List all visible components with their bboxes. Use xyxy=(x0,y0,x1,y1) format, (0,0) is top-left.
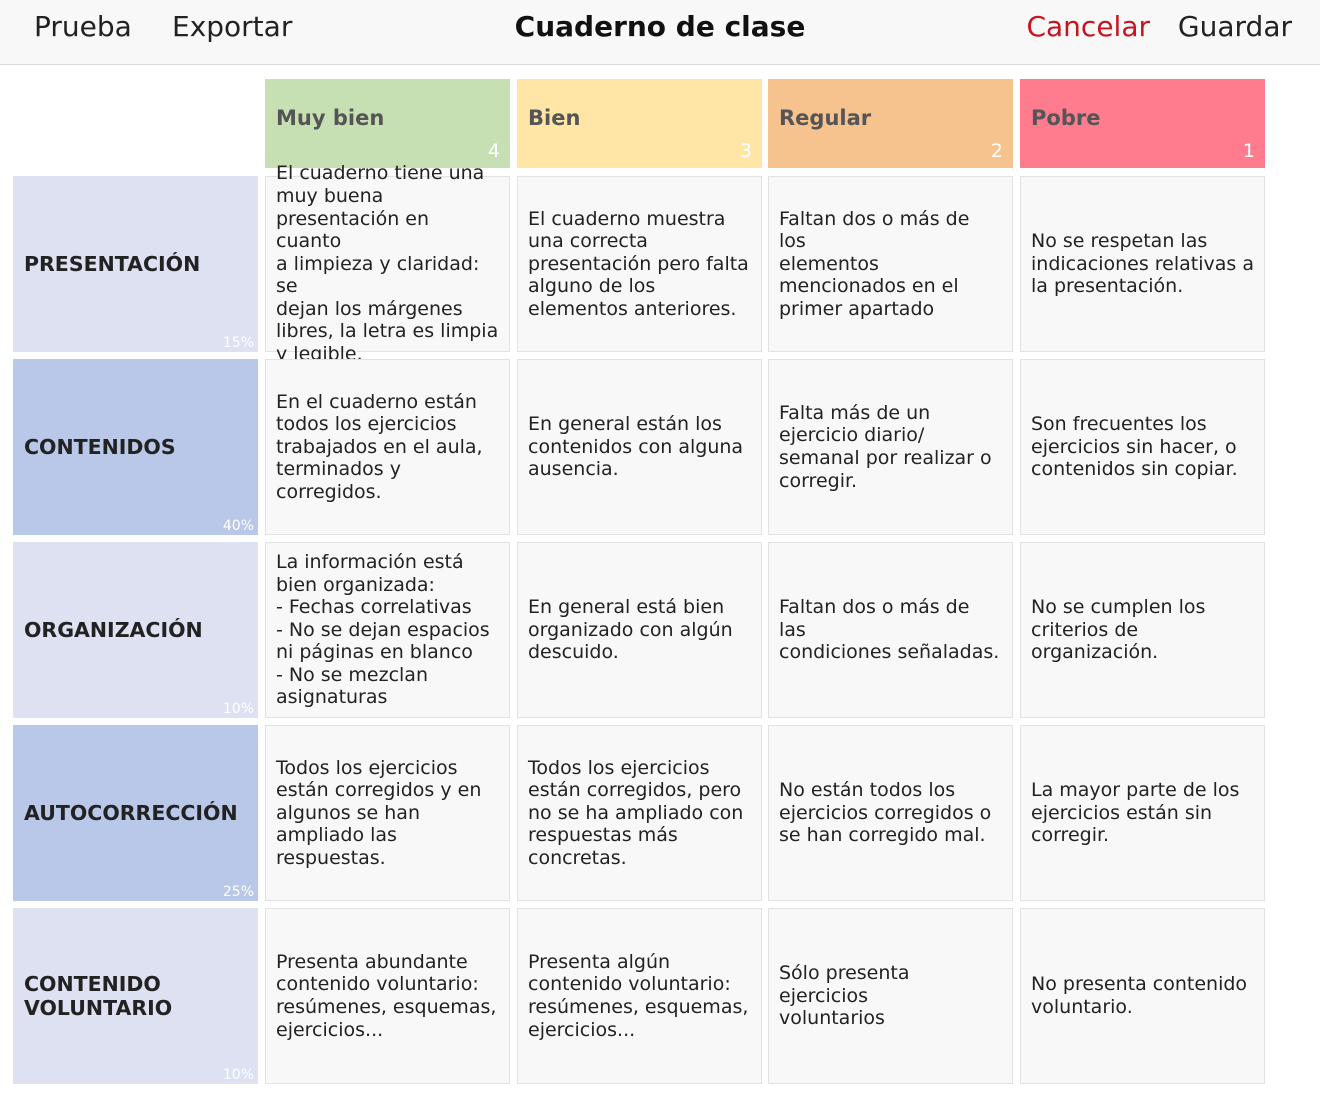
descriptor-cell[interactable]: No se respetan las indicaciones relativa… xyxy=(1020,176,1265,352)
criterion-weight: 25% xyxy=(222,884,254,900)
descriptor-cell[interactable]: Faltan dos o más de las condiciones seña… xyxy=(768,542,1013,718)
descriptor-text: Presenta abundante contenido voluntario:… xyxy=(276,950,497,1041)
criterion-name: CONTENIDOS xyxy=(24,435,176,459)
descriptor-text: Faltan dos o más de las condiciones seña… xyxy=(779,596,1000,664)
criterion-header[interactable]: CONTENIDOS 40% xyxy=(13,359,258,535)
descriptor-cell[interactable]: Presenta abundante contenido voluntario:… xyxy=(265,908,510,1084)
descriptor-cell[interactable]: No presenta contenido voluntario. xyxy=(1020,908,1265,1084)
descriptor-cell[interactable]: No se cumplen los criterios de organizac… xyxy=(1020,542,1265,718)
criterion-header[interactable]: PRESENTACIÓN 15% xyxy=(13,176,258,352)
criterion-header[interactable]: ORGANIZACIÓN 10% xyxy=(13,542,258,718)
descriptor-text: La mayor parte de los ejercicios están s… xyxy=(1031,779,1240,847)
descriptor-text: En general está bien organizado con algú… xyxy=(528,596,733,664)
criterion-name: ORGANIZACIÓN xyxy=(24,618,203,642)
descriptor-text: Falta más de un ejercicio diario/ semana… xyxy=(779,401,992,492)
descriptor-text: Todos los ejercicios están corregidos y … xyxy=(276,756,482,869)
descriptor-cell[interactable]: La mayor parte de los ejercicios están s… xyxy=(1020,725,1265,901)
descriptor-cell[interactable]: Falta más de un ejercicio diario/ semana… xyxy=(768,359,1013,535)
descriptor-text: No presenta contenido voluntario. xyxy=(1031,973,1248,1018)
level-points: 2 xyxy=(990,140,1003,162)
descriptor-cell[interactable]: Son frecuentes los ejercicios sin hacer,… xyxy=(1020,359,1265,535)
criterion-name: AUTOCORRECCIÓN xyxy=(24,801,238,825)
descriptor-text: En general están los contenidos con algu… xyxy=(528,413,744,481)
descriptor-cell[interactable]: El cuaderno tiene una muy buena presenta… xyxy=(265,162,510,365)
descriptor-text: Son frecuentes los ejercicios sin hacer,… xyxy=(1031,413,1238,481)
level-name: Bien xyxy=(528,106,581,130)
criterion-name: CONTENIDO VOLUNTARIO xyxy=(24,972,173,1020)
descriptor-text: No se cumplen los criterios de organizac… xyxy=(1031,596,1206,664)
descriptor-text: Faltan dos o más de los elementos mencio… xyxy=(779,207,970,320)
criterion-header[interactable]: CONTENIDO VOLUNTARIO 10% xyxy=(13,908,258,1084)
descriptor-cell[interactable]: El cuaderno muestra una correcta present… xyxy=(517,176,762,352)
descriptor-cell[interactable]: En el cuaderno están todos los ejercicio… xyxy=(265,359,510,535)
descriptor-text: No están todos los ejercicios corregidos… xyxy=(779,779,992,847)
level-header[interactable]: Bien 3 xyxy=(517,79,762,168)
cancel-button[interactable]: Cancelar xyxy=(1026,10,1150,43)
toolbar: Prueba Exportar Cuaderno de clase Cancel… xyxy=(0,0,1320,65)
criterion-name: PRESENTACIÓN xyxy=(24,252,201,276)
export-button[interactable]: Exportar xyxy=(172,10,293,43)
descriptor-cell[interactable]: La información está bien organizada: - F… xyxy=(265,542,510,718)
descriptor-text: No se respetan las indicaciones relativa… xyxy=(1031,230,1254,298)
level-header[interactable]: Regular 2 xyxy=(768,79,1013,168)
criterion-weight: 10% xyxy=(222,701,254,717)
save-button[interactable]: Guardar xyxy=(1177,10,1292,43)
criterion-weight: 15% xyxy=(222,335,254,351)
descriptor-text: La información está bien organizada: - F… xyxy=(276,550,490,709)
descriptor-cell[interactable]: En general están los contenidos con algu… xyxy=(517,359,762,535)
descriptor-text: Presenta algún contenido voluntario: res… xyxy=(528,950,749,1041)
criterion-header[interactable]: AUTOCORRECCIÓN 25% xyxy=(13,725,258,901)
descriptor-cell[interactable]: Presenta algún contenido voluntario: res… xyxy=(517,908,762,1084)
descriptor-text: El cuaderno muestra una correcta present… xyxy=(528,207,749,320)
descriptor-cell[interactable]: Todos los ejercicios están corregidos y … xyxy=(265,725,510,901)
level-header[interactable]: Muy bien 4 xyxy=(265,79,510,168)
test-button[interactable]: Prueba xyxy=(34,10,132,43)
level-points: 4 xyxy=(487,140,500,162)
level-points: 3 xyxy=(739,140,752,162)
descriptor-text: Todos los ejercicios están corregidos, p… xyxy=(528,756,744,869)
level-name: Regular xyxy=(779,106,872,130)
descriptor-text: El cuaderno tiene una muy buena presenta… xyxy=(276,162,499,366)
criterion-weight: 40% xyxy=(222,518,254,534)
criterion-weight: 10% xyxy=(222,1067,254,1083)
level-points: 1 xyxy=(1242,140,1255,162)
descriptor-cell[interactable]: En general está bien organizado con algú… xyxy=(517,542,762,718)
level-name: Muy bien xyxy=(276,106,385,130)
level-header[interactable]: Pobre 1 xyxy=(1020,79,1265,168)
descriptor-cell[interactable]: Faltan dos o más de los elementos mencio… xyxy=(768,176,1013,352)
descriptor-cell[interactable]: Todos los ejercicios están corregidos, p… xyxy=(517,725,762,901)
descriptor-text: En el cuaderno están todos los ejercicio… xyxy=(276,390,483,503)
descriptor-text: Sólo presenta ejercicios voluntarios xyxy=(779,962,910,1030)
level-name: Pobre xyxy=(1031,106,1101,130)
descriptor-cell[interactable]: Sólo presenta ejercicios voluntarios xyxy=(768,908,1013,1084)
descriptor-cell[interactable]: No están todos los ejercicios corregidos… xyxy=(768,725,1013,901)
